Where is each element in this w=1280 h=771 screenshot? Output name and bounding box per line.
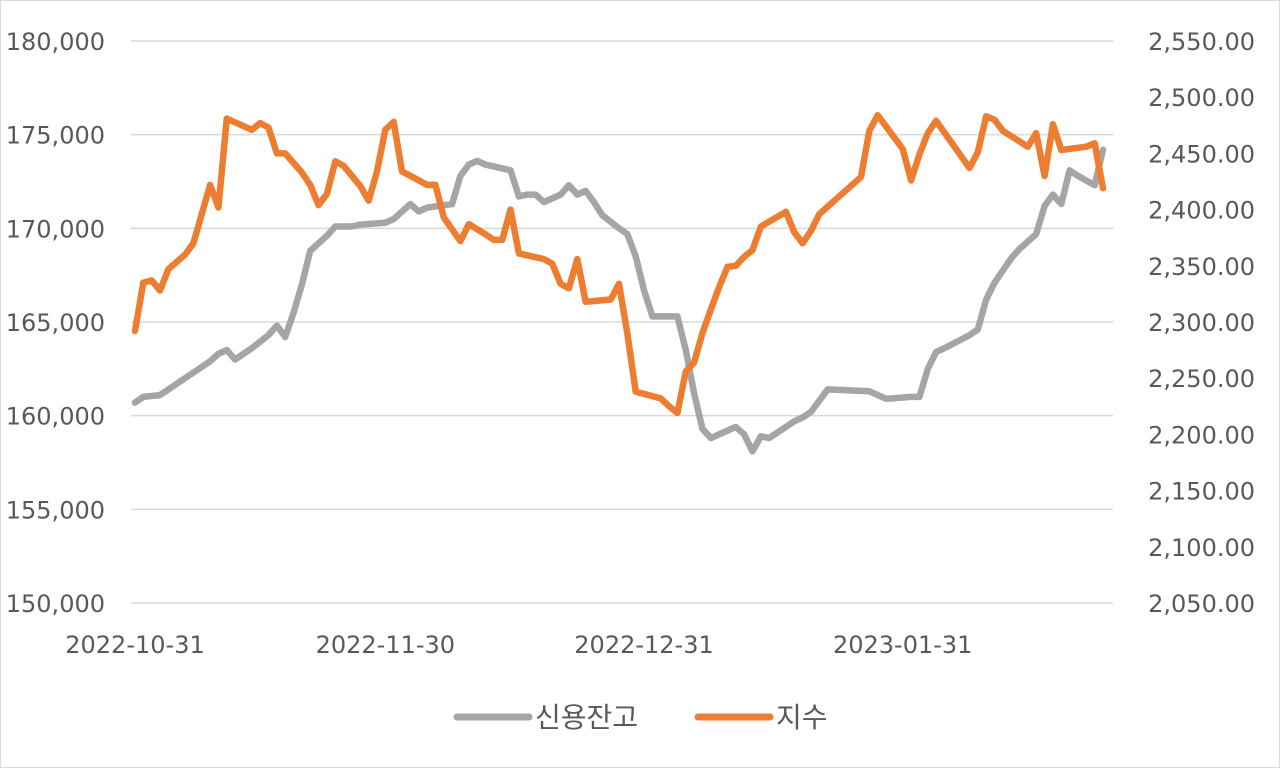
left-y-tick-label: 155,000 — [6, 496, 105, 524]
x-tick-label: 2022-11-30 — [316, 631, 455, 659]
series-line-0 — [131, 146, 1107, 455]
right-y-tick-label: 2,350.00 — [1148, 253, 1255, 281]
right-y-tick-label: 2,300.00 — [1148, 309, 1255, 337]
x-tick-label: 2022-10-31 — [65, 631, 204, 659]
right-y-tick-label: 2,150.00 — [1148, 478, 1255, 506]
left-y-tick-label: 150,000 — [6, 590, 105, 618]
series-lines — [131, 111, 1107, 455]
right-y-tick-label: 2,500.00 — [1148, 84, 1255, 112]
right-y-tick-label: 2,100.00 — [1148, 534, 1255, 562]
left-y-tick-label: 180,000 — [6, 28, 105, 56]
left-y-tick-label: 175,000 — [6, 122, 105, 150]
gridlines — [131, 40, 1113, 604]
x-tick-label: 2022-12-31 — [574, 631, 713, 659]
right-y-tick-label: 2,050.00 — [1148, 590, 1255, 618]
right-y-axis: 2,050.00 2,100.00 2,150.00 2,200.00 2,250.00… — [1148, 28, 1255, 618]
left-y-axis: 150,000 155,000 160,000 165,000 170,000 175,0… — [6, 28, 105, 618]
left-y-tick-label: 165,000 — [6, 309, 105, 337]
right-y-tick-label: 2,250.00 — [1148, 365, 1255, 393]
right-y-tick-label: 2,450.00 — [1148, 140, 1255, 168]
legend: 신용잔고 지수 — [453, 701, 828, 734]
x-tick-label: 2023-01-31 — [833, 631, 972, 659]
x-axis: 2022-10-31 2022-11-30 2022-12-31 2023-01-31 — [65, 631, 972, 659]
left-y-tick-label: 160,000 — [6, 403, 105, 431]
legend-label: 신용잔고 — [535, 701, 638, 734]
series-line-1 — [131, 111, 1107, 417]
right-y-tick-label: 2,200.00 — [1148, 421, 1255, 449]
left-y-tick-label: 170,000 — [6, 215, 105, 243]
legend-label: 지수 — [776, 701, 828, 734]
right-y-tick-label: 2,400.00 — [1148, 197, 1255, 225]
right-y-tick-label: 2,550.00 — [1148, 28, 1255, 56]
